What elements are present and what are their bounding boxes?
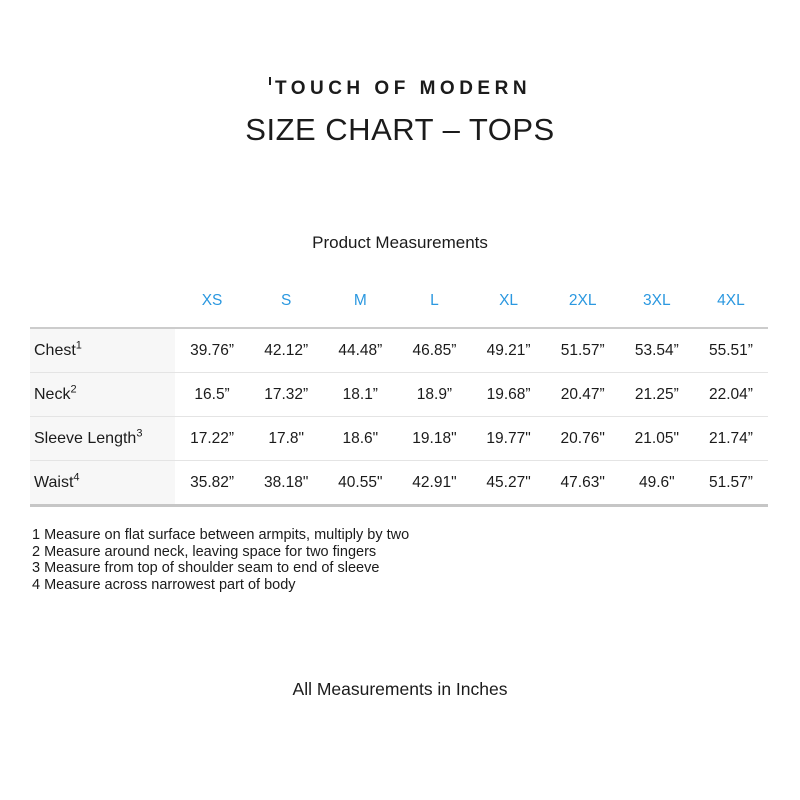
size-table-body: Chest1 39.76” 42.12” 44.48” 46.85” 49.21” 51.5…	[30, 327, 768, 507]
measurement-cell: 20.76"	[545, 416, 620, 461]
table-row: Waist4 35.82” 38.18" 40.55" 42.91" 45.27" 47.6…	[30, 460, 768, 507]
size-table-head: XS S M L XL 2XL 3XL 4XL	[30, 292, 768, 328]
measurement-cell: 55.51”	[693, 327, 768, 373]
measurement-cell: 51.57”	[545, 327, 620, 373]
measurement-cell: 38.18"	[249, 460, 324, 507]
footnote-line: 4 Measure across narrowest part of body	[32, 576, 296, 593]
footnote-marker: 1	[75, 339, 82, 352]
footnote-line: 3 Measure from top of shoulder seam to e…	[32, 560, 380, 576]
size-column-header: S	[281, 292, 292, 309]
table-row: Sleeve Length3 17.22” 17.8" 18.6" 19.18" 19.7…	[30, 416, 768, 461]
footnote-marker: 2	[70, 383, 77, 396]
size-header-row: XS S M L XL 2XL 3XL 4XL	[30, 292, 768, 328]
measurement-cell: 19.18"	[397, 416, 472, 461]
size-column-header: M	[353, 292, 367, 309]
table-row: Chest1 39.76” 42.12” 44.48” 46.85” 49.21” 51.5…	[30, 327, 768, 373]
size-table: XS S M L XL 2XL 3XL 4XL Chest1 39.76” 42.12” 44.48…	[30, 292, 768, 507]
measurement-cell: 42.12”	[249, 327, 324, 373]
measurement-cell: 39.76”	[175, 327, 250, 373]
measurement-cell: 40.55"	[323, 460, 398, 507]
row-label: Neck2	[30, 372, 175, 417]
footnote-line: 2 Measure around neck, leaving space for…	[32, 543, 377, 560]
brand-name: TOUCH OF MODERN	[274, 78, 532, 99]
measurement-cell: 17.32”	[249, 372, 324, 417]
size-column-header: XS	[201, 292, 223, 309]
row-label: Waist4	[30, 460, 175, 507]
corner-cell	[30, 292, 175, 328]
measurement-cell: 45.27"	[471, 460, 546, 507]
measurement-cell: 35.82”	[175, 460, 250, 507]
measurement-cell: 47.63"	[545, 460, 620, 507]
measurement-cell: 21.74”	[693, 416, 768, 461]
measurement-cell: 51.57”	[693, 460, 768, 507]
measurement-cell: 17.22”	[175, 416, 250, 461]
page-title: SIZE CHART – TOPS	[245, 112, 555, 147]
measurement-cell: 19.77"	[471, 416, 546, 461]
row-label: Sleeve Length3	[30, 416, 175, 461]
brand-logo: TOUCH OF MODERN	[0, 77, 800, 100]
measurement-cell: 20.47”	[545, 372, 620, 417]
footnote-marker: 3	[136, 427, 143, 440]
measurement-cell: 18.6"	[323, 416, 398, 461]
size-column-header: 2XL	[568, 292, 597, 309]
size-column-header: L	[430, 292, 439, 309]
logo-tick-icon	[268, 77, 271, 85]
measurement-cell: 21.25”	[619, 372, 694, 417]
measurement-cell: 42.91"	[397, 460, 472, 507]
footnotes: 1 Measure on flat surface between armpit…	[32, 527, 409, 593]
row-label: Chest1	[30, 327, 175, 373]
size-column-header: 4XL	[717, 292, 745, 309]
table-row: Neck2 16.5” 17.32” 18.1” 18.9” 19.68” 20.47” 21…	[30, 372, 768, 417]
measurement-cell: 22.04”	[693, 372, 768, 417]
measurement-cell: 49.6"	[619, 460, 694, 507]
units-note: All Measurements in Inches	[292, 679, 508, 699]
measurement-cell: 44.48”	[323, 327, 398, 373]
size-column-header: XL	[499, 292, 519, 309]
measurement-cell: 21.05"	[619, 416, 694, 461]
footnote-line: 1 Measure on flat surface between armpit…	[32, 527, 410, 543]
table-caption: Product Measurements	[312, 233, 488, 252]
measurement-cell: 53.54”	[619, 327, 694, 373]
measurement-cell: 46.85”	[397, 327, 472, 373]
measurement-cell: 18.1”	[323, 372, 398, 417]
measurement-cell: 49.21”	[471, 327, 546, 373]
measurement-cell: 16.5”	[175, 372, 250, 417]
measurement-cell: 19.68”	[471, 372, 546, 417]
measurement-cell: 18.9”	[397, 372, 472, 417]
measurement-cell: 17.8"	[249, 416, 324, 461]
size-column-header: 3XL	[643, 292, 671, 309]
footnote-marker: 4	[73, 471, 80, 484]
